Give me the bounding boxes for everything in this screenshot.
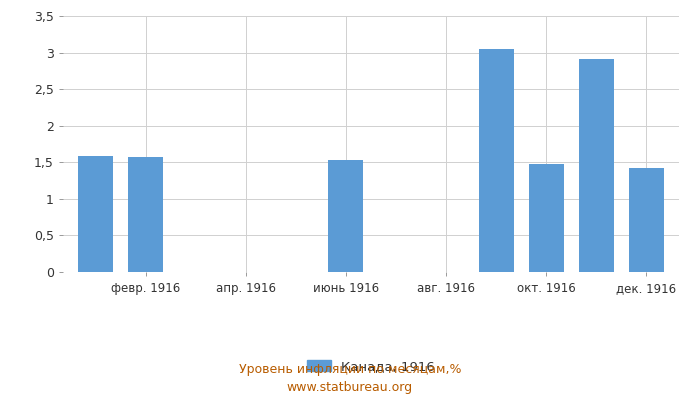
Bar: [78, 156, 113, 272]
Bar: [479, 49, 514, 272]
Bar: [128, 157, 163, 272]
Legend: Канада, 1916: Канада, 1916: [307, 360, 435, 373]
Text: www.statbureau.org: www.statbureau.org: [287, 382, 413, 394]
Bar: [579, 59, 614, 272]
Bar: [528, 164, 564, 272]
Bar: [328, 160, 363, 272]
Text: Уровень инфляции по месяцам,%: Уровень инфляции по месяцам,%: [239, 364, 461, 376]
Bar: [629, 168, 664, 272]
